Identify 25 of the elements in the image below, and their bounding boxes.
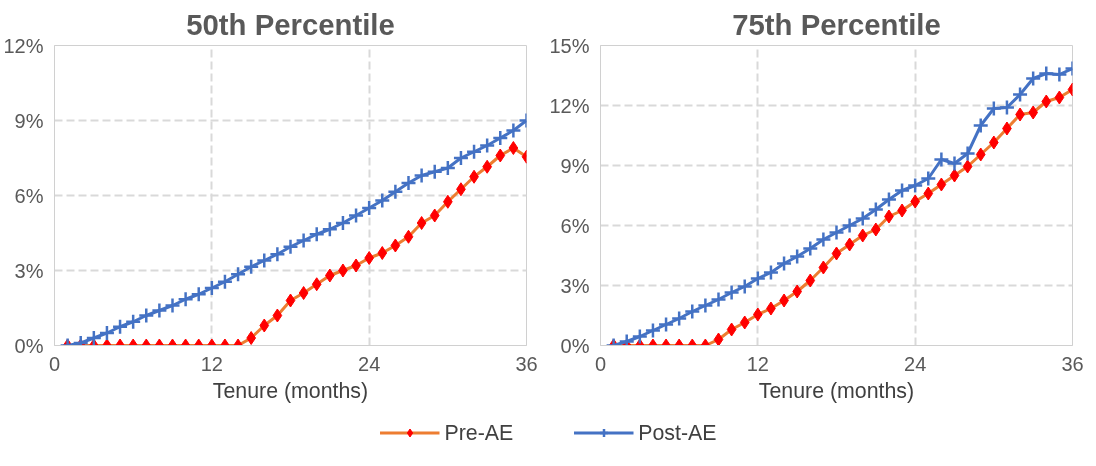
- legend-label: Pre-AE: [444, 420, 514, 445]
- x-axis-title: Tenure (months): [758, 378, 915, 403]
- x-tick-label: 12: [746, 352, 769, 375]
- y-tick-label: 3%: [560, 274, 590, 297]
- x-tick-label: 0: [594, 352, 607, 375]
- x-tick-label: 24: [358, 352, 381, 375]
- y-tick-label: 6%: [560, 214, 590, 237]
- x-axis-title: Tenure (months): [212, 378, 369, 403]
- y-tick-label: 12%: [549, 94, 590, 117]
- y-tick-label: 0%: [560, 334, 590, 357]
- chart-title: 75th Percentile: [732, 7, 941, 41]
- x-tick-label: 12: [200, 352, 223, 375]
- y-tick-label: 6%: [14, 184, 44, 207]
- x-tick-label: 36: [1061, 352, 1084, 375]
- legend-label: Post-AE: [638, 420, 717, 445]
- x-tick-label: 0: [48, 352, 61, 375]
- y-tick-label: 9%: [560, 154, 590, 177]
- y-tick-label: 3%: [14, 259, 44, 282]
- y-tick-label: 15%: [549, 34, 590, 57]
- x-tick-label: 36: [515, 352, 538, 375]
- y-tick-label: 0%: [14, 334, 44, 357]
- x-tick-label: 24: [904, 352, 927, 375]
- y-tick-label: 12%: [3, 34, 44, 57]
- y-tick-label: 9%: [14, 109, 44, 132]
- chart-title: 50th Percentile: [186, 7, 395, 41]
